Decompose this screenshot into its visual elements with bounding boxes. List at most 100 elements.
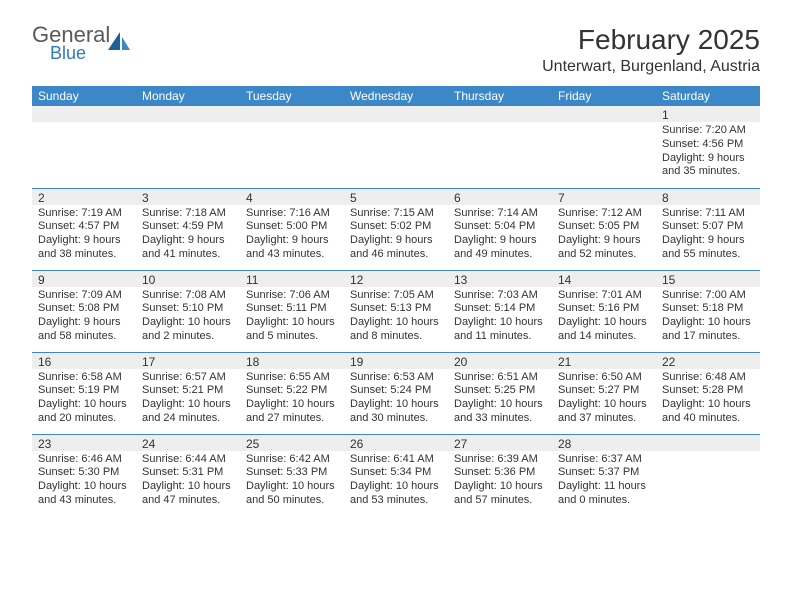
calendar-day-cell: 9Sunrise: 7:09 AMSunset: 5:08 PMDaylight… — [32, 270, 136, 352]
daylight-text: Daylight: 10 hours and 53 minutes. — [350, 480, 442, 508]
calendar-page: General Blue February 2025 Unterwart, Bu… — [0, 0, 792, 540]
daylight-text: Daylight: 10 hours and 5 minutes. — [246, 316, 338, 344]
day-number: 17 — [136, 353, 240, 369]
calendar-day-cell: 11Sunrise: 7:06 AMSunset: 5:11 PMDayligh… — [240, 270, 344, 352]
day-details: Sunrise: 7:11 AMSunset: 5:07 PMDaylight:… — [656, 205, 760, 266]
daylight-text: Daylight: 10 hours and 40 minutes. — [662, 398, 754, 426]
day-details: Sunrise: 7:00 AMSunset: 5:18 PMDaylight:… — [656, 287, 760, 348]
sunset-text: Sunset: 5:28 PM — [662, 384, 754, 398]
daylight-text: Daylight: 9 hours and 41 minutes. — [142, 234, 234, 262]
daylight-text: Daylight: 11 hours and 0 minutes. — [558, 480, 650, 508]
day-details: Sunrise: 7:19 AMSunset: 4:57 PMDaylight:… — [32, 205, 136, 266]
daylight-text: Daylight: 10 hours and 47 minutes. — [142, 480, 234, 508]
sunset-text: Sunset: 5:37 PM — [558, 466, 650, 480]
daylight-text: Daylight: 9 hours and 46 minutes. — [350, 234, 442, 262]
sunset-text: Sunset: 4:56 PM — [662, 138, 754, 152]
logo-sail-icon — [106, 30, 132, 61]
sunrise-text: Sunrise: 6:51 AM — [454, 371, 546, 385]
calendar-day-cell: 12Sunrise: 7:05 AMSunset: 5:13 PMDayligh… — [344, 270, 448, 352]
sunset-text: Sunset: 5:31 PM — [142, 466, 234, 480]
header: General Blue February 2025 Unterwart, Bu… — [32, 24, 760, 76]
sunset-text: Sunset: 5:19 PM — [38, 384, 130, 398]
sunrise-text: Sunrise: 6:42 AM — [246, 453, 338, 467]
daylight-text: Daylight: 10 hours and 17 minutes. — [662, 316, 754, 344]
day-details: Sunrise: 6:53 AMSunset: 5:24 PMDaylight:… — [344, 369, 448, 430]
weekday-header: Tuesday — [240, 86, 344, 106]
day-number — [240, 106, 344, 122]
calendar-day-cell: 14Sunrise: 7:01 AMSunset: 5:16 PMDayligh… — [552, 270, 656, 352]
sunset-text: Sunset: 5:18 PM — [662, 302, 754, 316]
daylight-text: Daylight: 10 hours and 24 minutes. — [142, 398, 234, 426]
sunset-text: Sunset: 5:02 PM — [350, 220, 442, 234]
daylight-text: Daylight: 10 hours and 50 minutes. — [246, 480, 338, 508]
calendar-day-cell: 16Sunrise: 6:58 AMSunset: 5:19 PMDayligh… — [32, 352, 136, 434]
daylight-text: Daylight: 10 hours and 57 minutes. — [454, 480, 546, 508]
location: Unterwart, Burgenland, Austria — [542, 58, 760, 76]
day-number — [136, 106, 240, 122]
day-number: 5 — [344, 189, 448, 205]
daylight-text: Daylight: 9 hours and 58 minutes. — [38, 316, 130, 344]
day-number — [656, 435, 760, 451]
day-details: Sunrise: 6:55 AMSunset: 5:22 PMDaylight:… — [240, 369, 344, 430]
daylight-text: Daylight: 10 hours and 43 minutes. — [38, 480, 130, 508]
sunset-text: Sunset: 5:24 PM — [350, 384, 442, 398]
calendar-day-cell: 6Sunrise: 7:14 AMSunset: 5:04 PMDaylight… — [448, 188, 552, 270]
daylight-text: Daylight: 10 hours and 20 minutes. — [38, 398, 130, 426]
day-details: Sunrise: 7:20 AMSunset: 4:56 PMDaylight:… — [656, 122, 760, 183]
calendar-day-cell — [656, 434, 760, 516]
day-details: Sunrise: 6:48 AMSunset: 5:28 PMDaylight:… — [656, 369, 760, 430]
sunset-text: Sunset: 5:07 PM — [662, 220, 754, 234]
day-number: 18 — [240, 353, 344, 369]
calendar-day-cell: 22Sunrise: 6:48 AMSunset: 5:28 PMDayligh… — [656, 352, 760, 434]
calendar-day-cell — [448, 106, 552, 188]
sunset-text: Sunset: 4:59 PM — [142, 220, 234, 234]
day-details: Sunrise: 7:03 AMSunset: 5:14 PMDaylight:… — [448, 287, 552, 348]
sunrise-text: Sunrise: 6:39 AM — [454, 453, 546, 467]
calendar-day-cell: 10Sunrise: 7:08 AMSunset: 5:10 PMDayligh… — [136, 270, 240, 352]
sunset-text: Sunset: 5:14 PM — [454, 302, 546, 316]
daylight-text: Daylight: 10 hours and 33 minutes. — [454, 398, 546, 426]
day-details: Sunrise: 7:12 AMSunset: 5:05 PMDaylight:… — [552, 205, 656, 266]
daylight-text: Daylight: 10 hours and 30 minutes. — [350, 398, 442, 426]
calendar-day-cell: 3Sunrise: 7:18 AMSunset: 4:59 PMDaylight… — [136, 188, 240, 270]
calendar-day-cell: 18Sunrise: 6:55 AMSunset: 5:22 PMDayligh… — [240, 352, 344, 434]
daylight-text: Daylight: 9 hours and 52 minutes. — [558, 234, 650, 262]
day-details: Sunrise: 7:09 AMSunset: 5:08 PMDaylight:… — [32, 287, 136, 348]
month-title: February 2025 — [542, 24, 760, 56]
calendar-day-cell: 1Sunrise: 7:20 AMSunset: 4:56 PMDaylight… — [656, 106, 760, 188]
calendar-day-cell: 7Sunrise: 7:12 AMSunset: 5:05 PMDaylight… — [552, 188, 656, 270]
day-number: 11 — [240, 271, 344, 287]
calendar-day-cell — [136, 106, 240, 188]
sunset-text: Sunset: 5:25 PM — [454, 384, 546, 398]
sunrise-text: Sunrise: 7:11 AM — [662, 207, 754, 221]
sunset-text: Sunset: 5:21 PM — [142, 384, 234, 398]
calendar-day-cell: 4Sunrise: 7:16 AMSunset: 5:00 PMDaylight… — [240, 188, 344, 270]
daylight-text: Daylight: 9 hours and 55 minutes. — [662, 234, 754, 262]
daylight-text: Daylight: 9 hours and 35 minutes. — [662, 152, 754, 180]
sunset-text: Sunset: 5:10 PM — [142, 302, 234, 316]
day-number: 1 — [656, 106, 760, 122]
sunrise-text: Sunrise: 6:41 AM — [350, 453, 442, 467]
sunrise-text: Sunrise: 6:53 AM — [350, 371, 442, 385]
day-details: Sunrise: 6:58 AMSunset: 5:19 PMDaylight:… — [32, 369, 136, 430]
calendar-day-cell: 26Sunrise: 6:41 AMSunset: 5:34 PMDayligh… — [344, 434, 448, 516]
calendar-day-cell: 19Sunrise: 6:53 AMSunset: 5:24 PMDayligh… — [344, 352, 448, 434]
day-details: Sunrise: 6:50 AMSunset: 5:27 PMDaylight:… — [552, 369, 656, 430]
sunrise-text: Sunrise: 7:19 AM — [38, 207, 130, 221]
day-number: 12 — [344, 271, 448, 287]
calendar-week-row: 16Sunrise: 6:58 AMSunset: 5:19 PMDayligh… — [32, 352, 760, 434]
sunset-text: Sunset: 5:22 PM — [246, 384, 338, 398]
sunrise-text: Sunrise: 7:01 AM — [558, 289, 650, 303]
day-number: 20 — [448, 353, 552, 369]
day-details: Sunrise: 7:15 AMSunset: 5:02 PMDaylight:… — [344, 205, 448, 266]
sunset-text: Sunset: 5:08 PM — [38, 302, 130, 316]
weekday-header: Thursday — [448, 86, 552, 106]
day-details: Sunrise: 6:39 AMSunset: 5:36 PMDaylight:… — [448, 451, 552, 512]
weekday-header: Monday — [136, 86, 240, 106]
sunrise-text: Sunrise: 7:12 AM — [558, 207, 650, 221]
day-details: Sunrise: 6:44 AMSunset: 5:31 PMDaylight:… — [136, 451, 240, 512]
day-number: 14 — [552, 271, 656, 287]
sunset-text: Sunset: 4:57 PM — [38, 220, 130, 234]
logo-text: General Blue — [32, 24, 110, 62]
day-details: Sunrise: 6:41 AMSunset: 5:34 PMDaylight:… — [344, 451, 448, 512]
